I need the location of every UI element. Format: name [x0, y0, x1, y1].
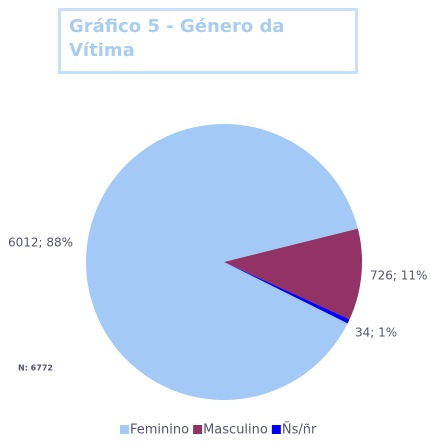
legend-swatch — [271, 425, 281, 434]
annotation: N: 6772 — [18, 364, 53, 373]
chart-title: Gráfico 5 - Género da Vítima — [58, 8, 358, 74]
data-label: 34; 1% — [355, 326, 397, 340]
legend-label: Ñs/ñr — [282, 422, 317, 438]
data-label: 726; 11% — [370, 269, 427, 283]
legend-label: Masculino — [203, 423, 268, 438]
pie-slice — [224, 262, 350, 324]
legend-label: Feminino — [130, 423, 189, 438]
pie-slice — [224, 228, 362, 320]
legend-swatch — [120, 425, 129, 434]
data-label: 6012; 88% — [8, 236, 73, 250]
legend-swatch — [193, 425, 203, 434]
pie-slice — [85, 123, 358, 401]
